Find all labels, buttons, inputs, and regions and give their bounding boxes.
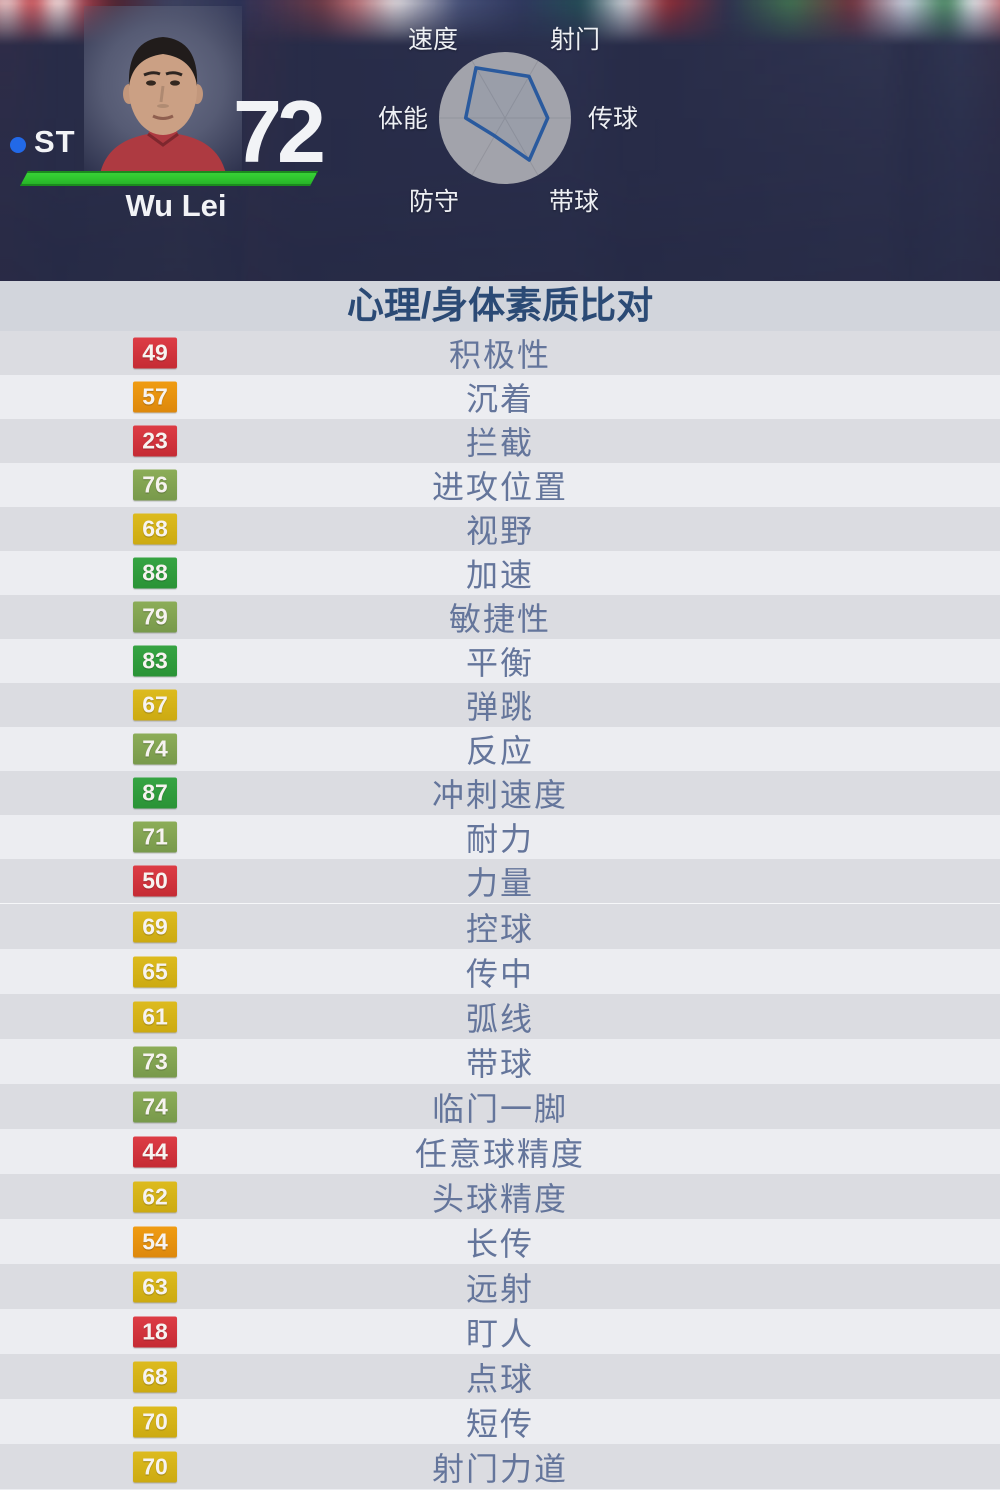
- attribute-row: 88 加速: [0, 551, 1000, 595]
- radar-axis-dribbling: 带球: [548, 188, 599, 216]
- radar-axis-speed: 速度: [407, 26, 458, 54]
- attribute-label: 耐力: [465, 821, 534, 857]
- attribute-row: 65 传中: [0, 949, 1000, 994]
- radar-spokes: [439, 60, 571, 176]
- attribute-label: 头球精度: [431, 1180, 568, 1217]
- attribute-row: 70 射门力道: [0, 1444, 1000, 1489]
- section-title: 心理/身体素质比对: [0, 281, 1000, 331]
- attribute-value-badge: 68: [133, 513, 177, 545]
- attribute-row: 62 头球精度: [0, 1174, 1000, 1219]
- position-label: ST: [34, 124, 76, 159]
- attribute-row: 79 敏捷性: [0, 595, 1000, 639]
- radar-axis-shooting: 射门: [549, 26, 600, 54]
- attribute-label: 视野: [465, 513, 534, 549]
- technical-attribute-list: 69 控球 65 传中 61 弧线 73 带球 74 临门一脚 44 任意球精度…: [0, 903, 1000, 1489]
- attribute-value-badge: 74: [133, 1091, 177, 1122]
- attribute-row: 83 平衡: [0, 639, 1000, 683]
- attribute-value-badge: 49: [133, 337, 177, 369]
- radar-axis-defense: 防守: [408, 188, 459, 216]
- attribute-row: 54 长传: [0, 1219, 1000, 1264]
- attribute-value-badge: 44: [133, 1136, 177, 1167]
- attribute-row: 57 沉着: [0, 375, 1000, 419]
- attribute-row: 18 盯人: [0, 1309, 1000, 1354]
- attribute-row: 87 冲刺速度: [0, 771, 1000, 815]
- attribute-row: 74 临门一脚: [0, 1084, 1000, 1129]
- attribute-row: 73 带球: [0, 1039, 1000, 1084]
- attribute-value-badge: 70: [133, 1406, 177, 1437]
- attribute-value-badge: 74: [133, 733, 177, 765]
- attribute-row: 74 反应: [0, 727, 1000, 771]
- attribute-label: 加速: [465, 557, 534, 593]
- attribute-label: 任意球精度: [414, 1135, 585, 1172]
- attribute-row: 63 远射: [0, 1264, 1000, 1309]
- attribute-label: 进攻位置: [431, 469, 568, 505]
- attribute-row: 70 短传: [0, 1399, 1000, 1444]
- attribute-value-badge: 50: [133, 865, 177, 897]
- attribute-value-badge: 65: [133, 956, 177, 987]
- overall-rating: 72: [233, 82, 326, 181]
- attribute-row: 50 力量: [0, 859, 1000, 903]
- attribute-value-badge: 68: [133, 1361, 177, 1392]
- attribute-label: 拦截: [465, 425, 534, 461]
- radar-polygon: [463, 66, 550, 162]
- attribute-value-badge: 23: [133, 425, 177, 457]
- attribute-label: 反应: [465, 733, 534, 769]
- attribute-value-badge: 76: [133, 469, 177, 501]
- attribute-value-badge: 54: [133, 1226, 177, 1257]
- attribute-label: 积极性: [448, 337, 551, 373]
- attribute-label: 点球: [465, 1360, 534, 1397]
- mental-physical-attribute-list: 49 积极性 57 沉着 23 拦截 76 进攻位置 68 视野 88 加速 7…: [0, 331, 1000, 903]
- attribute-label: 控球: [465, 910, 534, 947]
- attribute-row: 69 控球: [0, 904, 1000, 949]
- form-bar: [20, 171, 318, 186]
- attribute-value-badge: 88: [133, 557, 177, 589]
- radar-axis-passing: 传球: [587, 105, 638, 133]
- attribute-label: 长传: [465, 1225, 534, 1262]
- attribute-value-badge: 70: [133, 1451, 177, 1482]
- attribute-row: 68 点球: [0, 1354, 1000, 1399]
- player-silhouette: [100, 37, 226, 174]
- attribute-label: 传中: [465, 955, 534, 992]
- attribute-row: 44 任意球精度: [0, 1129, 1000, 1174]
- attribute-label: 远射: [465, 1270, 534, 1307]
- radar-axis-physical: 体能: [377, 105, 428, 133]
- attribute-row: 76 进攻位置: [0, 463, 1000, 507]
- attribute-label: 力量: [465, 865, 534, 901]
- attribute-row: 23 拦截: [0, 419, 1000, 463]
- attribute-row: 61 弧线: [0, 994, 1000, 1039]
- attribute-label: 弧线: [465, 1000, 534, 1037]
- attribute-value-badge: 67: [133, 689, 177, 721]
- attribute-label: 弹跳: [465, 689, 534, 725]
- player-photo: [84, 6, 242, 180]
- attribute-value-badge: 57: [133, 381, 177, 413]
- attribute-label: 沉着: [465, 381, 534, 417]
- attribute-row: 71 耐力: [0, 815, 1000, 859]
- attribute-label: 带球: [465, 1045, 534, 1082]
- attribute-value-badge: 83: [133, 645, 177, 677]
- attribute-value-badge: 61: [133, 1001, 177, 1032]
- attribute-value-badge: 69: [133, 911, 177, 942]
- attribute-value-badge: 87: [133, 777, 177, 809]
- attribute-label: 临门一脚: [431, 1090, 568, 1127]
- attribute-radar-chart: [439, 52, 571, 184]
- attribute-label: 平衡: [465, 645, 534, 681]
- attribute-label: 敏捷性: [448, 601, 551, 637]
- player-header: ST 72 Wu Lei 速度 射门 传球 带球 防守 体能: [0, 0, 1000, 281]
- position-dot-icon: [10, 137, 26, 153]
- attribute-value-badge: 18: [133, 1316, 177, 1347]
- attribute-label: 盯人: [465, 1315, 534, 1352]
- player-name: Wu Lei: [125, 188, 227, 223]
- attribute-label: 短传: [465, 1405, 534, 1442]
- attribute-value-badge: 63: [133, 1271, 177, 1302]
- attribute-row: 67 弹跳: [0, 683, 1000, 727]
- attribute-row: 49 积极性: [0, 331, 1000, 375]
- attribute-value-badge: 73: [133, 1046, 177, 1077]
- attribute-value-badge: 79: [133, 601, 177, 633]
- attribute-label: 射门力道: [431, 1450, 568, 1487]
- attribute-row: 68 视野: [0, 507, 1000, 551]
- attribute-value-badge: 62: [133, 1181, 177, 1212]
- attribute-label: 冲刺速度: [431, 777, 568, 813]
- attribute-value-badge: 71: [133, 821, 177, 853]
